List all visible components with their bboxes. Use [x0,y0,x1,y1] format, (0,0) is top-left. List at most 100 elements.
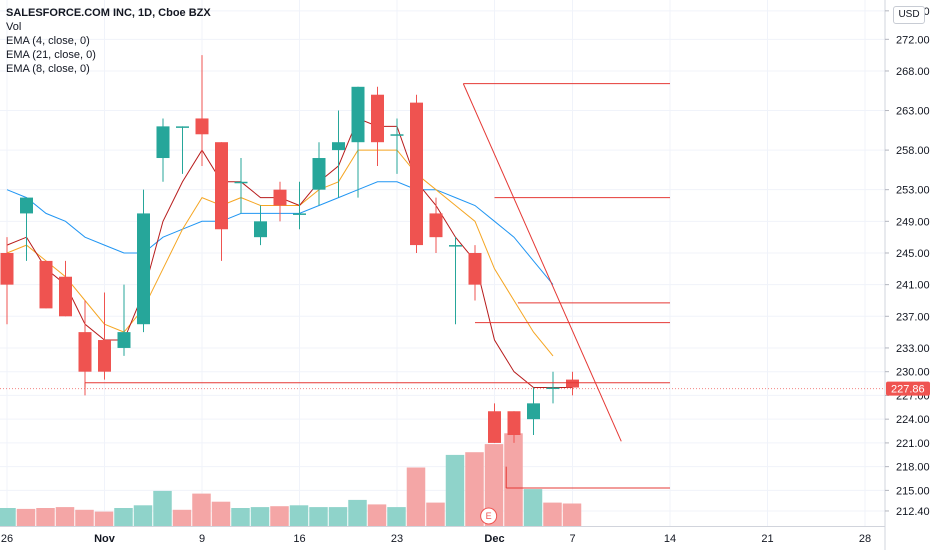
candle-body [98,340,111,372]
volume-bar [426,502,445,526]
price-tick-label: 230.00 [896,367,930,379]
volume-bar [562,503,582,526]
volume-bar [192,493,211,526]
volume-bar [504,433,523,526]
time-tick-label: 14 [664,533,676,545]
earnings-marker-label: E [486,511,492,521]
time-tick-label: 23 [391,533,403,545]
candle-body [546,387,560,390]
volume-bar [387,507,406,526]
candle-body [39,260,53,309]
volume-bar [465,452,484,526]
volume-bar [36,508,55,526]
price-tick-label: 224.00 [896,414,930,426]
candle-body [20,197,33,214]
volume-bar [250,507,270,526]
volume-bar [367,504,387,526]
candle-body [78,332,92,372]
volume-bar [523,489,543,526]
volume-bar [348,499,367,526]
volume-bars [0,433,582,526]
volume-bar [484,444,504,526]
volume-bar [55,507,75,526]
time-tick-label: 16 [293,533,305,545]
candle-body [566,379,579,388]
current-price-label: 227.86 [891,384,925,396]
earnings-marker[interactable]: E [480,507,498,525]
candle-body [215,142,228,230]
volume-bar [231,508,250,526]
candle-body [507,411,521,435]
candle-body [117,332,131,348]
current-price-tag: 227.86 [886,381,930,396]
legend-ema-4[interactable]: EMA (4, close, 0) [6,35,90,47]
trend-drawings[interactable] [84,83,670,489]
price-tick-label: 263.00 [896,106,930,118]
candle-body [390,134,404,136]
price-tick-label: 268.00 [896,66,930,78]
price-tick-label: 272.00 [896,34,930,46]
volume-bar [543,502,562,526]
chart-legend: SALESFORCE.COM INC, 1D, Cboe BZX Vol EMA… [6,6,211,76]
time-tick-label: Dec [484,533,504,545]
candle-body [0,252,14,285]
candle-body [234,181,248,184]
candle-body [527,403,540,420]
price-tick-label: 253.00 [896,185,930,197]
grid [0,0,885,526]
legend-ema-8[interactable]: EMA (8, close, 0) [6,63,90,75]
legend-volume[interactable]: Vol [6,21,22,33]
candle-body [429,213,443,238]
price-tick-label: 245.00 [896,248,930,260]
candle-body [332,142,345,151]
candle-body [254,221,267,238]
volume-bar [211,501,231,526]
legend-ema-21[interactable]: EMA (21, close, 0) [6,49,96,61]
candle-body [410,102,423,246]
volume-bar [94,511,114,526]
volume-bar [445,454,465,526]
candle-body [351,86,365,143]
candle-body [59,276,72,317]
price-tick-label: 218.00 [896,462,930,474]
price-tick-label: 241.00 [896,280,930,292]
volume-bar [0,508,16,526]
volume-bar [16,508,36,526]
time-tick-label: 28 [859,533,871,545]
volume-bar [172,509,192,526]
volume-bar [406,467,426,526]
time-tick-label: 21 [761,533,773,545]
price-tick-label: 212.40 [896,506,930,518]
candle-body [312,158,326,190]
volume-bar [75,509,94,526]
time-tick-label: 7 [569,533,575,545]
volume-bar [328,507,348,526]
candle-body [293,213,306,215]
candles [0,55,579,443]
candle-body [468,252,482,285]
volume-bar [289,505,309,526]
candle-body [156,126,170,159]
price-tick-label: 221.00 [896,438,930,450]
price-tick-label: 215.00 [896,485,930,497]
currency-button[interactable]: USD [893,6,925,24]
price-tick-label: 249.00 [896,216,930,228]
time-tick-label: Nov [94,533,116,545]
candle-body [137,213,150,325]
candle-body [488,411,501,443]
volume-bar [153,490,172,526]
trend-line [462,83,622,442]
legend-symbol-title[interactable]: SALESFORCE.COM INC, 1D, Cboe BZX [6,7,211,19]
candle-body [449,245,462,247]
price-tick-label: 233.00 [896,343,930,355]
time-tick-label: 26 [1,533,13,545]
time-tick-label: 9 [199,533,205,545]
candle-body [195,118,209,135]
volume-bar [270,506,289,526]
price-tick-label: 237.00 [896,311,930,323]
candle-body [371,94,384,143]
volume-bar [114,508,133,526]
volume-bar [133,505,153,526]
